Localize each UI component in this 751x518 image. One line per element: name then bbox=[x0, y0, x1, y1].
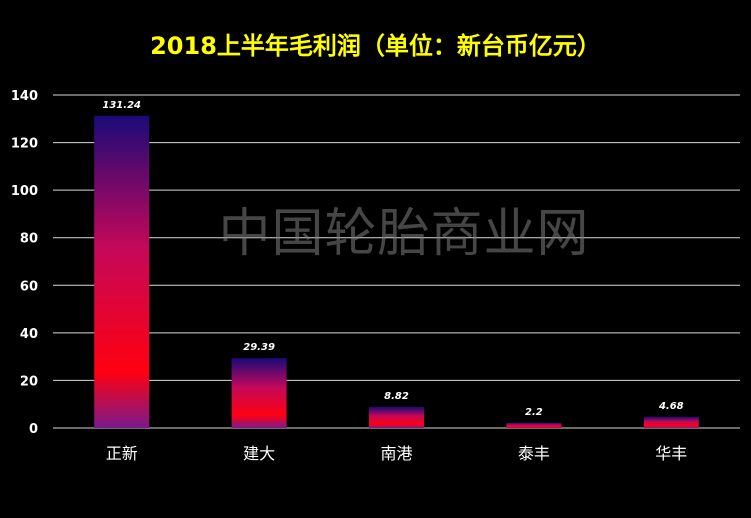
x-tick-label: 建大 bbox=[243, 444, 275, 463]
data-label: 4.68 bbox=[658, 401, 684, 412]
data-label: 131.24 bbox=[102, 100, 141, 111]
data-label: 29.39 bbox=[243, 342, 275, 353]
chart-title: 2018上半年毛利润（单位：新台币亿元） bbox=[150, 32, 601, 60]
data-label: 8.82 bbox=[384, 391, 409, 402]
bar-1 bbox=[231, 358, 287, 428]
data-labels: 131.24 29.39 8.82 2.2 4.68 bbox=[102, 100, 683, 418]
gridlines bbox=[53, 94, 740, 429]
x-tick-label: 华丰 bbox=[655, 444, 687, 463]
x-tick-label: 泰丰 bbox=[518, 444, 550, 463]
y-tick-label: 120 bbox=[11, 137, 38, 152]
y-axis-tick-labels: 0 20 40 60 80 100 120 140 bbox=[11, 89, 38, 437]
bar-3 bbox=[506, 422, 562, 428]
y-tick-label: 40 bbox=[20, 327, 38, 342]
bar-2 bbox=[369, 407, 424, 428]
data-label: 2.2 bbox=[525, 407, 543, 418]
bars bbox=[94, 115, 699, 428]
x-axis-tick-labels: 正新 建大 南港 泰丰 华丰 bbox=[106, 444, 688, 463]
y-tick-label: 60 bbox=[20, 279, 38, 294]
y-tick-label: 100 bbox=[11, 184, 38, 199]
x-tick-label: 南港 bbox=[380, 444, 412, 463]
y-tick-label: 80 bbox=[20, 232, 38, 247]
bar-0 bbox=[94, 115, 150, 428]
y-tick-label: 0 bbox=[29, 422, 38, 437]
y-tick-label: 20 bbox=[20, 374, 38, 389]
bar-4 bbox=[643, 416, 699, 428]
y-tick-label: 140 bbox=[11, 89, 38, 104]
x-tick-label: 正新 bbox=[106, 444, 138, 463]
